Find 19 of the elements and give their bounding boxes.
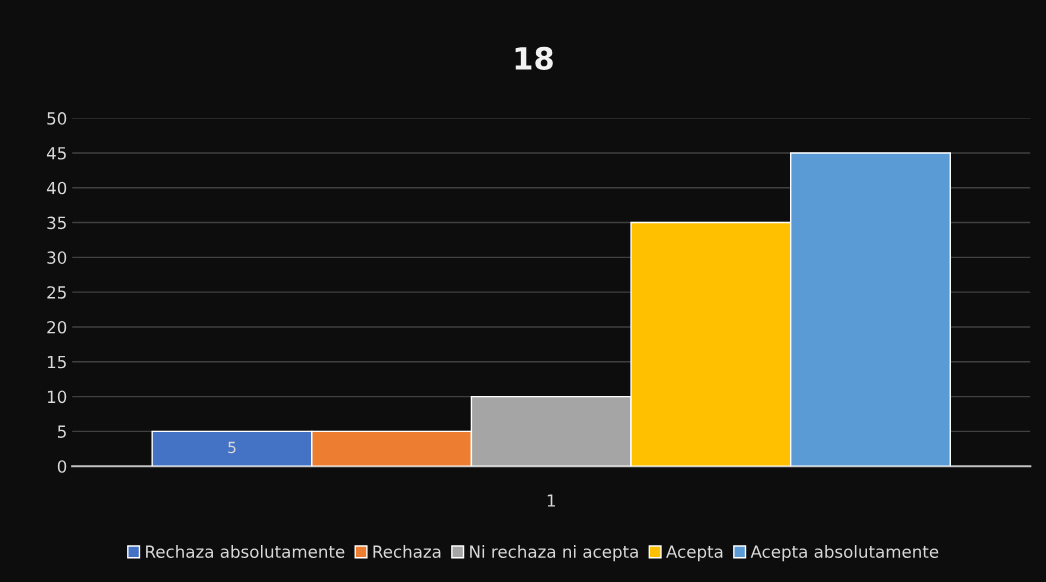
y-tick-label: 20 (47, 320, 67, 334)
data-label: 5 (228, 441, 236, 454)
x-tick-label: 1 (547, 494, 556, 507)
y-tick-label: 25 (47, 286, 66, 299)
y-tick-label: 40 (46, 181, 67, 195)
y-tick-label: 30 (47, 251, 67, 264)
y-tick-label: 45 (46, 147, 66, 160)
legend-label: Rechaza absolutamente (146, 545, 345, 558)
chart-title: 18 (515, 46, 553, 70)
y-tick-label: 35 (47, 216, 66, 230)
y-tick-label: 15 (47, 355, 66, 369)
legend-label: Acepta (666, 545, 723, 562)
legend-label: Acepta absolutamente (750, 545, 939, 562)
y-tick-label: 0 (57, 460, 67, 473)
y-tick-label: 10 (47, 390, 67, 404)
y-tick-label: 50 (47, 112, 67, 125)
y-tick-label: 5 (58, 425, 66, 438)
legend-label: Rechaza (373, 545, 441, 558)
legend-label: Ni rechaza ni acepta (470, 545, 638, 562)
